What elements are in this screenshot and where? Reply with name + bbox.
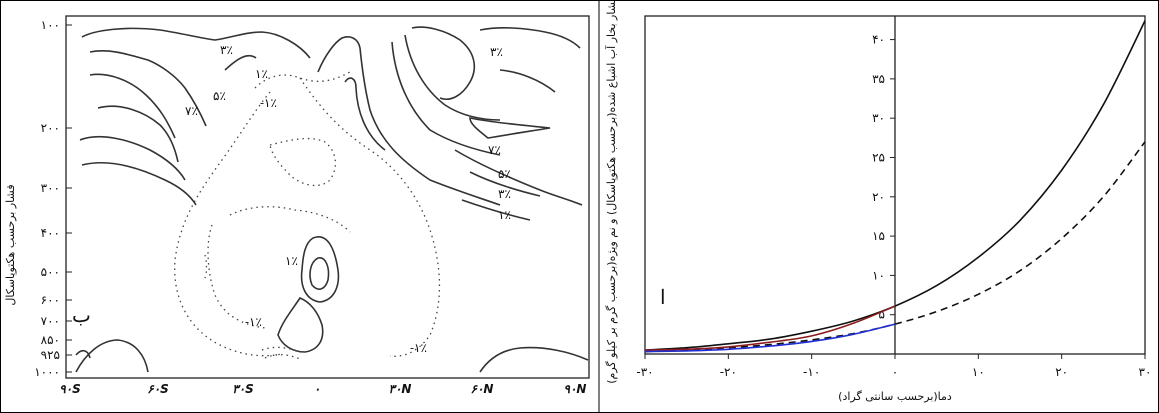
contour-line [224,54,257,71]
contour-line [75,339,149,373]
x-tick-label: ۶۰N [471,382,494,396]
contour-line [499,69,556,93]
contour-line [264,354,303,361]
contour-line [411,26,476,100]
contour-line [454,149,583,206]
negative-contours [174,71,441,361]
contour-line [204,254,208,279]
contour-line [469,117,551,139]
contour-label: ۷٪ [488,143,501,157]
x-tick-label: -۲۰ [720,365,737,379]
contour-label: -۱٪ [410,341,427,355]
x-tick-label: -۱۰ [803,365,820,379]
contour-line [75,349,91,359]
contour-line [461,199,531,221]
x-tick-label: ۱۰ [972,365,985,379]
contour-label: ۵٪ [498,167,511,181]
panel-label: ب [72,303,91,327]
y-tick-label: ۲۰۰ [41,121,60,135]
contour-label: ۳٪ [498,187,511,201]
y-tick-label: ۴۰۰ [41,226,60,240]
series-line-1 [644,20,1146,351]
y-tick-label: ۲۵ [872,150,885,164]
x-tick-label: -۳۰ [636,365,653,379]
contour-label: -۱٪ [260,96,277,110]
x-tick-label: ۰ [314,382,320,396]
y-tick-label: ۶۰۰ [41,293,60,307]
x-tick-label: ۹۰N [564,382,587,396]
line-chart-panel: ۵ ۱۰ ۱۵ ۲۰ ۲۵ ۳۰ ۳۵ ۴۰ -۳۰ -۲۰ -۱۰ ۰ ۱۰ ۲۰ ۳۰ دما(برح… [604,0,1151,403]
contour-line [89,50,207,127]
contour-label: -۱٪ [245,315,262,329]
panel-label: ا [660,285,666,309]
y-axis-label: فشار بخار آب اشباع شده(برحسب هکتوپاسکال)… [604,0,618,384]
contour-label: ۳٪ [490,45,503,59]
x-axis-label: دما(برحسب سانتی گراد) [838,390,952,403]
contour-line [277,297,324,353]
x-tick-label: ۶۰S [147,382,169,396]
contour-y-axis-label: فشار برحسب هکتوپاسکال [4,184,17,305]
x-tick-label: ۲۰ [1055,365,1068,379]
contour-line [207,224,266,329]
y-tick-label: ۱۵ [872,229,885,243]
series-group [644,20,1146,353]
series-line-4 [644,323,896,353]
contour-line [469,171,541,197]
contour-line [81,161,197,206]
y-tick-label: ۸۵۰ [41,333,60,347]
contour-line [254,71,351,89]
contour-label: ۱٪ [498,208,511,222]
x-tick-labels: ۹۰S ۶۰S ۳۰S ۰ ۳۰N ۶۰N ۹۰N [59,382,586,396]
contour-line [174,91,283,357]
contour-line [404,34,501,121]
contour-line [97,105,179,163]
x-tick-label: ۳۰S [232,382,254,396]
x-tick-label: ۰ [892,365,898,379]
positive-contours [75,26,589,373]
x-tick-label: ۳۰N [389,382,412,396]
contour-line [479,27,581,49]
x-tick-label: ۹۰S [59,382,81,396]
y-tick-label: ۳۰۰ [41,181,60,195]
y-tick-label: ۳۵ [872,72,885,86]
series-line-2 [644,141,1146,353]
contour-label: ۱٪ [285,254,298,268]
contour-line [344,77,386,151]
contour-line [79,136,186,181]
contour-plot-frame [65,15,590,379]
y-tick-label: ۲۰ [872,190,885,204]
contour-label: ۳٪ [220,43,233,57]
contour-line [299,77,441,357]
y-tick-label: ۴۰ [872,33,885,47]
y-tick-label: ۷۰۰ [41,314,60,328]
contour-line [229,206,351,233]
contour-line [317,36,501,206]
y-tick-label: ۱۰۰ [41,18,60,32]
contour-label: ۵٪ [213,89,226,103]
contour-line [81,27,311,59]
y-tick-label: ۹۲۵ [41,348,60,362]
contour-label: ۷٪ [185,104,198,118]
contour-line [391,41,501,156]
y-tick-label: ۱۰ [872,268,885,282]
y-tick-label: ۵ [879,308,885,322]
y-tick-label: ۵۰۰ [41,265,60,279]
contour-label: ۱٪ [255,67,268,81]
y-tick-label: ۱۰۰۰ [34,365,60,379]
contour-line [269,137,337,187]
x-tick-label: ۳۰ [1139,365,1152,379]
contour-line [300,236,340,303]
x-tick-labels: -۳۰ -۲۰ -۱۰ ۰ ۱۰ ۲۰ ۳۰ [636,354,1151,379]
y-tick-label: ۳۰ [872,111,885,125]
series-line-3 [644,305,896,351]
contour-line [479,346,589,373]
y-tick-labels: ۵ ۱۰ ۱۵ ۲۰ ۲۵ ۳۰ ۳۵ ۴۰ [872,33,895,322]
contour-value-labels: ۳٪ ۱٪ ۵٪ ۷٪ -۱٪ ۳٪ ۷٪ ۵٪ ۳٪ ۱٪ ۱٪ -۱٪ -۱… [185,43,511,355]
contour-line [309,257,330,290]
contour-line [89,73,176,139]
